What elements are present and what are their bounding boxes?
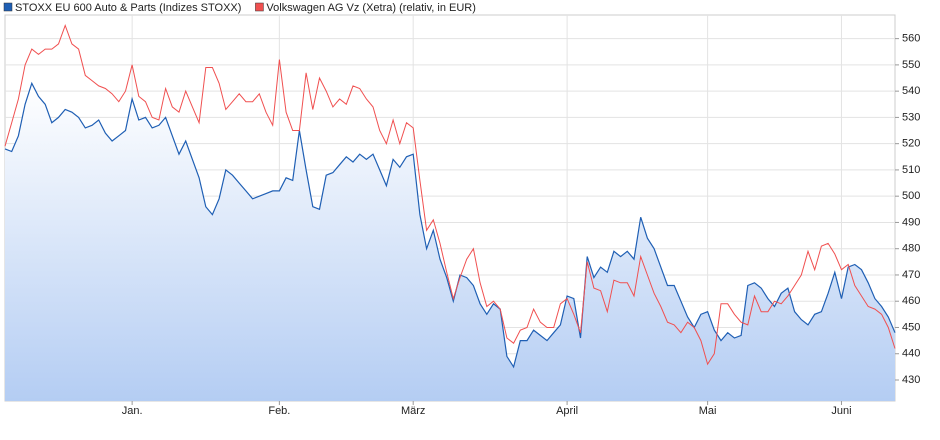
x-tick-label: März [401, 405, 425, 417]
x-tick-label: Juni [831, 405, 851, 417]
x-tick-label: Feb. [268, 405, 290, 417]
y-tick-label: 500 [902, 190, 920, 202]
legend-swatch [3, 2, 13, 12]
x-tick-label: April [556, 405, 578, 417]
series-line [4, 81, 896, 369]
x-tick-label: Mai [699, 405, 717, 417]
y-tick-label: 490 [902, 216, 920, 228]
legend-label: Volkswagen AG Vz (Xetra) (relativ, in EU… [266, 2, 475, 14]
y-tick-label: 510 [902, 164, 920, 176]
y-tick-label: 560 [902, 33, 920, 45]
y-tick-label: 480 [902, 243, 920, 255]
x-tick-label: Jan. [122, 405, 143, 417]
legend-swatch [255, 2, 264, 12]
y-tick-label: 470 [902, 269, 920, 281]
legend-label: STOXX EU 600 Auto & Parts (Indizes STOXX… [15, 2, 241, 14]
y-tick-label: 530 [902, 111, 920, 123]
series-line [4, 24, 896, 366]
y-tick-label: 460 [902, 295, 920, 307]
y-tick-label: 430 [902, 374, 920, 386]
y-tick-label: 450 [902, 321, 920, 333]
y-tick-label: 520 [902, 138, 920, 150]
y-tick-label: 440 [902, 348, 920, 360]
area [5, 83, 895, 402]
y-tick-label: 550 [902, 59, 920, 71]
y-tick-label: 540 [902, 85, 920, 97]
